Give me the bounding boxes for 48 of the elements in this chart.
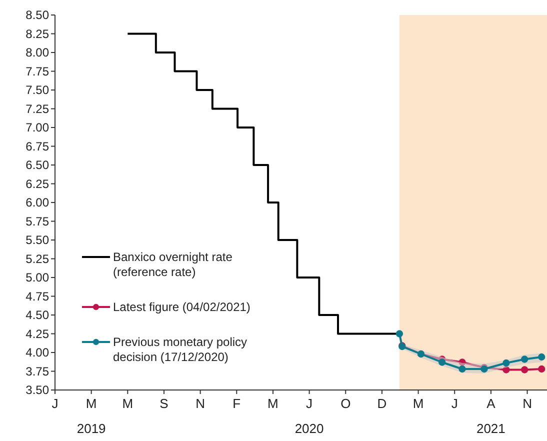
y-tick-label: 7.75 <box>26 64 50 78</box>
y-tick-label: 4.50 <box>26 308 50 322</box>
y-tick-label: 6.50 <box>26 158 50 172</box>
y-tick-label: 7.25 <box>26 102 50 116</box>
y-tick-label: 8.50 <box>26 8 50 22</box>
y-tick-label: 4.00 <box>26 346 50 360</box>
x-tick-label: S <box>160 396 169 411</box>
point <box>538 365 546 373</box>
x-tick-label: N <box>196 396 206 411</box>
point <box>458 365 466 373</box>
x-tick-label: M <box>268 396 278 411</box>
point <box>521 356 528 363</box>
x-tick-label: A 2021 <box>476 396 506 436</box>
y-tick-label: 4.75 <box>26 289 50 304</box>
y-tick-label: 7.00 <box>26 120 50 134</box>
y-tick-label: 8.25 <box>26 26 50 41</box>
x-tick-label: M <box>122 396 134 411</box>
x-tick-label: D <box>377 396 387 411</box>
legend-label: Previous monetary policy decision (17/12/2020) <box>113 335 248 364</box>
y-tick-label: 3.75 <box>26 364 50 378</box>
y-tick-label: 5.75 <box>26 214 50 228</box>
point <box>396 330 404 338</box>
point <box>538 353 546 361</box>
point <box>438 358 446 366</box>
y-tick-label: 3.50 <box>26 383 50 397</box>
x-tick-label: M 2019 <box>76 396 106 436</box>
legend-label: Banxico overnight rate (reference rate) <box>113 250 233 279</box>
x-tick-label: N <box>522 396 532 411</box>
x-tick-label: J 2020 <box>294 396 324 436</box>
y-tick-label: 6.75 <box>26 139 50 154</box>
x-tick-label: J <box>451 396 458 411</box>
legend-label: Latest figure (04/02/2021) <box>113 300 250 314</box>
x-tick-label: M <box>412 396 424 411</box>
y-tick-label: 4.25 <box>26 326 50 341</box>
point <box>521 366 528 374</box>
y-tick-label: 7.50 <box>26 83 50 97</box>
point <box>502 366 510 374</box>
y-tick-label: 5.50 <box>26 233 50 247</box>
x-tick-label: F <box>232 396 241 411</box>
point <box>502 359 510 367</box>
y-tick-label: 6.00 <box>26 196 50 210</box>
point <box>458 358 466 366</box>
x-tick-label: J <box>52 396 58 411</box>
y-tick-label: 5.25 <box>26 252 50 266</box>
y-tick-label: 6.25 <box>26 176 50 191</box>
x-tick-label: O <box>340 396 351 411</box>
y-tick-label: 8.00 <box>26 46 50 60</box>
y-tick-label: 5.00 <box>26 270 50 284</box>
